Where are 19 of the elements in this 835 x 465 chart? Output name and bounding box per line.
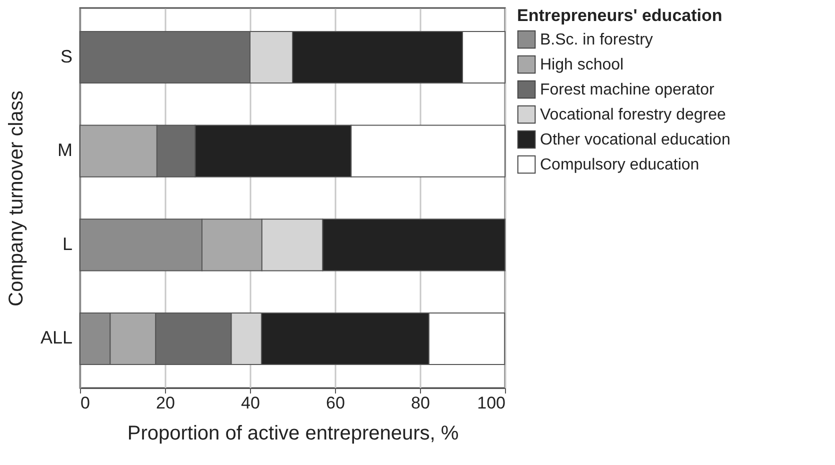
x-tick-label: 80 — [411, 394, 430, 412]
x-tick-label: 40 — [241, 394, 260, 412]
legend-label: Other vocational education — [540, 132, 730, 148]
x-tick-label: 20 — [156, 394, 175, 412]
y-tick-label: L — [62, 234, 72, 254]
x-tick-label: 100 — [477, 394, 506, 412]
y-axis-title: Company turnover class — [5, 90, 28, 306]
y-tick-label: ALL — [40, 328, 72, 348]
x-tick-label: 60 — [326, 394, 345, 412]
legend-title: Entrepreneurs' education — [517, 6, 722, 25]
x-axis-title: Proportion of active entrepreneurs, % — [127, 422, 459, 444]
legend-label: High school — [540, 56, 624, 74]
y-tick-label: M — [58, 140, 72, 160]
legend-label: B.Sc. in forestry — [540, 32, 653, 48]
y-tick-label: S — [60, 46, 72, 66]
legend-label: Forest machine operator — [540, 82, 715, 98]
x-tick-label: 0 — [80, 394, 90, 412]
text: Compulsory education — [540, 156, 700, 174]
legend-label: Vocational forestry degree — [540, 106, 726, 124]
